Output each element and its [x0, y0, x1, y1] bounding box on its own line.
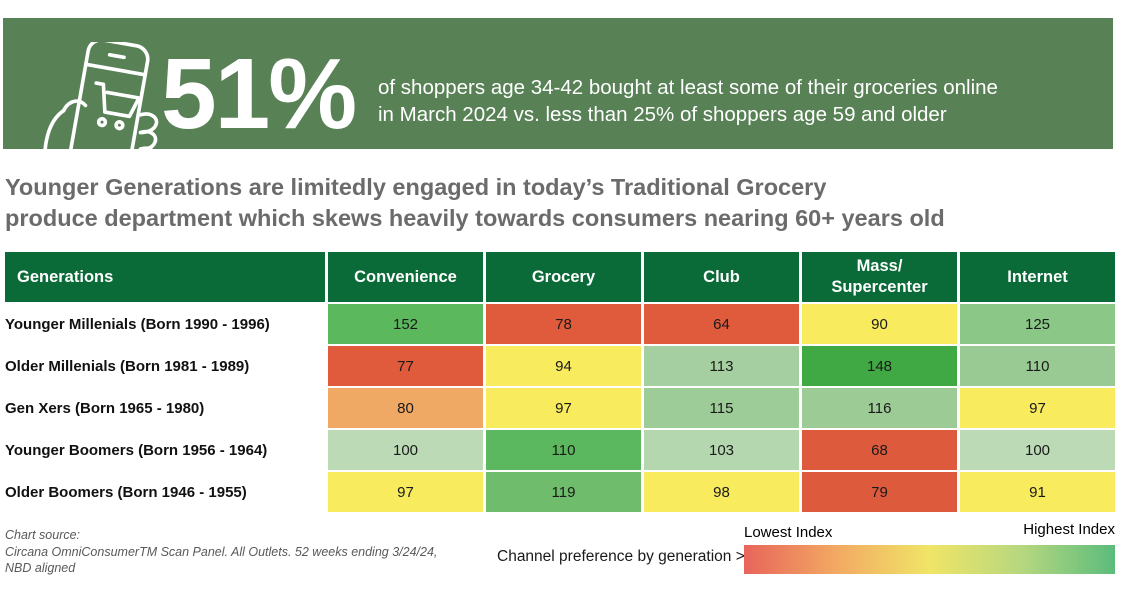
row-label-younger-millenials: Younger Millenials (Born 1990 - 1996) — [5, 304, 325, 344]
chart-source-line3: NBD aligned — [5, 561, 76, 575]
heatmap-cell: 113 — [644, 346, 799, 386]
chart-source-note: Chart source: Circana OmniConsumerTM Sca… — [5, 527, 437, 577]
top-stat-banner: 51% of shoppers age 34-42 bought at leas… — [3, 18, 1113, 149]
heatmap-cell: 103 — [644, 430, 799, 470]
heatmap-cell: 119 — [486, 472, 641, 512]
chart-source-line1: Chart source: — [5, 528, 81, 542]
column-header-club: Club — [644, 252, 799, 302]
heatmap-cell: 152 — [328, 304, 483, 344]
column-header-mass-supercenter-label: Mass/ Supercenter — [831, 257, 928, 296]
heatmap-cell: 80 — [328, 388, 483, 428]
column-header-generations: Generations — [5, 252, 325, 302]
heatmap-cell: 79 — [802, 472, 957, 512]
heatmap-cell: 68 — [802, 430, 957, 470]
column-header-internet: Internet — [960, 252, 1115, 302]
legend-lowest-label: Lowest Index — [744, 524, 833, 541]
stat-description: of shoppers age 34-42 bought at least so… — [378, 74, 998, 128]
heatmap-cell: 115 — [644, 388, 799, 428]
heatmap-cell: 64 — [644, 304, 799, 344]
heatmap-cell: 77 — [328, 346, 483, 386]
heatmap-cell: 98 — [644, 472, 799, 512]
generation-channel-heatmap: Generations Convenience Grocery Club Mas… — [5, 252, 1115, 512]
column-header-mass-supercenter: Mass/ Supercenter — [802, 252, 957, 302]
row-label-gen-xers: Gen Xers (Born 1965 - 1980) — [5, 388, 325, 428]
heatmap-cell: 97 — [486, 388, 641, 428]
heatmap-cell: 125 — [960, 304, 1115, 344]
column-header-grocery: Grocery — [486, 252, 641, 302]
heatmap-cell: 110 — [486, 430, 641, 470]
legend-gradient-bar — [744, 545, 1115, 574]
heatmap-cell: 94 — [486, 346, 641, 386]
row-label-older-millenials: Older Millenials (Born 1981 - 1989) — [5, 346, 325, 386]
heatmap-cell: 97 — [960, 388, 1115, 428]
stat-description-line1: of shoppers age 34-42 bought at least so… — [378, 76, 998, 99]
page-title-line1: Younger Generations are limitedly engage… — [5, 174, 827, 200]
row-label-younger-boomers: Younger Boomers (Born 1956 - 1964) — [5, 430, 325, 470]
row-label-older-boomers: Older Boomers (Born 1946 - 1955) — [5, 472, 325, 512]
page-title-line2: produce department which skews heavily t… — [5, 205, 945, 231]
heatmap-cell: 116 — [802, 388, 957, 428]
column-header-convenience: Convenience — [328, 252, 483, 302]
legend-highest-label: Highest Index — [1023, 521, 1115, 538]
heatmap-cell: 148 — [802, 346, 957, 386]
heatmap-cell: 110 — [960, 346, 1115, 386]
heatmap-cell: 91 — [960, 472, 1115, 512]
page-title: Younger Generations are limitedly engage… — [5, 172, 945, 234]
heatmap-cell: 100 — [328, 430, 483, 470]
hand-holding-phone-cart-icon — [43, 42, 159, 149]
heatmap-cell: 90 — [802, 304, 957, 344]
heatmap-cell: 100 — [960, 430, 1115, 470]
heatmap-cell: 97 — [328, 472, 483, 512]
chart-source-line2: Circana OmniConsumerTM Scan Panel. All O… — [5, 544, 438, 559]
legend-caption: Channel preference by generation > — [497, 548, 745, 565]
heatmap-cell: 78 — [486, 304, 641, 344]
stat-description-line2: in March 2024 vs. less than 25% of shopp… — [378, 103, 947, 126]
stat-value: 51% — [161, 38, 357, 149]
